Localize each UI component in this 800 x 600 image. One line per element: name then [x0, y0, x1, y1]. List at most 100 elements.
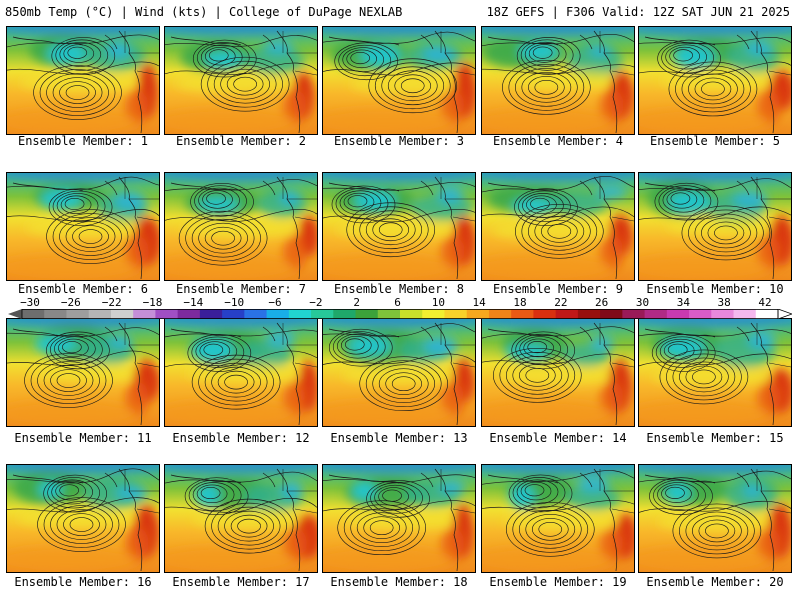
temperature-wind-map [7, 319, 159, 426]
ensemble-member-map [638, 464, 792, 573]
colorbar-segment [110, 309, 134, 319]
colorbar-segment [311, 309, 334, 319]
ensemble-member-map [638, 172, 792, 281]
ensemble-member-map [481, 172, 635, 281]
ensemble-member-map [6, 26, 160, 135]
temperature-wind-map [639, 27, 791, 134]
colorbar-segment [444, 309, 468, 319]
colorbar-segment [689, 309, 712, 319]
ensemble-member-map [322, 26, 476, 135]
colorbar-segment [66, 309, 90, 319]
colorbar-segment [622, 309, 646, 319]
colorbar-tick-label: 34 [676, 296, 690, 309]
colorbar-segment [22, 309, 45, 319]
colorbar-segment [133, 309, 156, 319]
temperature-wind-map [323, 27, 475, 134]
colorbar-tick-label: −18 [142, 296, 163, 309]
colorbar-segment [733, 309, 757, 319]
temperature-wind-map [7, 465, 159, 572]
colorbar-tick-label: −14 [183, 296, 204, 309]
colorbar-segment [177, 309, 201, 319]
ensemble-member-map [481, 318, 635, 427]
colorbar-segment [644, 309, 668, 319]
ensemble-member-map [6, 318, 160, 427]
colorbar-segment [422, 309, 445, 319]
colorbar-max-arrow [777, 309, 792, 319]
ensemble-member-label: Ensemble Member: 7 [175, 282, 307, 296]
temperature-wind-map [323, 465, 475, 572]
colorbar-segment [400, 309, 423, 319]
ensemble-member-label: Ensemble Member: 19 [489, 575, 627, 589]
ensemble-member-label: Ensemble Member: 10 [646, 282, 784, 296]
ensemble-member-map [638, 26, 792, 135]
colorbar-tick-label: −26 [60, 296, 81, 309]
colorbar-segment [199, 309, 223, 319]
temperature-wind-map [482, 27, 634, 134]
ensemble-member-label: Ensemble Member: 6 [17, 282, 149, 296]
ensemble-member-map [322, 464, 476, 573]
ensemble-member-map [322, 318, 476, 427]
ensemble-member-map [638, 318, 792, 427]
temperature-wind-map [482, 465, 634, 572]
ensemble-member-label: Ensemble Member: 11 [14, 431, 152, 445]
colorbar-tick-label: 14 [472, 296, 486, 309]
temperature-wind-map [639, 319, 791, 426]
colorbar-segment [555, 309, 579, 319]
colorbar-segment [377, 309, 401, 319]
colorbar-segment [44, 309, 67, 319]
temperature-wind-map [7, 173, 159, 280]
colorbar-tick-label: 42 [758, 296, 772, 309]
ensemble-member-map [164, 464, 318, 573]
colorbar-segment [511, 309, 534, 319]
colorbar-tick-label: 30 [635, 296, 650, 309]
colorbar-tick-label: 26 [595, 296, 609, 309]
ensemble-member-label: Ensemble Member: 18 [330, 575, 468, 589]
map-title: 850mb Temp (°C) | Wind (kts) | College o… [5, 5, 403, 19]
colorbar-segment [244, 309, 268, 319]
temperature-wind-map [165, 173, 317, 280]
colorbar-tick-label: 38 [717, 296, 731, 309]
ensemble-member-map [164, 172, 318, 281]
colorbar-tick-label: −6 [268, 296, 282, 309]
ensemble-member-label: Ensemble Member: 5 [649, 134, 781, 148]
ensemble-member-label: Ensemble Member: 13 [330, 431, 468, 445]
colorbar-segment [466, 309, 490, 319]
ensemble-member-label: Ensemble Member: 9 [492, 282, 624, 296]
temperature-colorbar [8, 309, 792, 319]
ensemble-member-label: Ensemble Member: 4 [492, 134, 624, 148]
temperature-wind-map [639, 465, 791, 572]
colorbar-tick-label: −22 [101, 296, 122, 309]
ensemble-member-label: Ensemble Member: 14 [489, 431, 627, 445]
ensemble-member-label: Ensemble Member: 12 [172, 431, 310, 445]
colorbar-min-arrow [8, 309, 22, 319]
ensemble-member-map [481, 26, 635, 135]
ensemble-member-label: Ensemble Member: 1 [17, 134, 149, 148]
colorbar-segment [355, 309, 379, 319]
colorbar-tick-label: 10 [431, 296, 445, 309]
ensemble-member-map [164, 26, 318, 135]
ensemble-member-label: Ensemble Member: 15 [646, 431, 784, 445]
temperature-wind-map [165, 465, 317, 572]
ensemble-member-label: Ensemble Member: 16 [14, 575, 152, 589]
temperature-wind-map [165, 27, 317, 134]
colorbar-segment [666, 309, 690, 319]
model-run-valid-time: 18Z GEFS | F306 Valid: 12Z SAT JUN 21 20… [486, 5, 790, 19]
ensemble-member-map [164, 318, 318, 427]
colorbar-segment [755, 309, 779, 319]
colorbar-segment [711, 309, 735, 319]
colorbar-tick-label: −2 [309, 296, 323, 309]
ensemble-member-label: Ensemble Member: 2 [175, 134, 307, 148]
colorbar-tick-label: 6 [394, 296, 401, 309]
colorbar-tick-labels: −30 −26 −22 −18 −14 −10 −6 −2 2 6 10 14 18 22 26 30 34 38… [0, 296, 800, 309]
temperature-wind-map [165, 319, 317, 426]
colorbar-segment [288, 309, 312, 319]
colorbar-segment [88, 309, 112, 319]
temperature-wind-map [482, 173, 634, 280]
temperature-wind-map [323, 173, 475, 280]
temperature-wind-map [7, 27, 159, 134]
colorbar-segment [266, 309, 290, 319]
colorbar-segment [333, 309, 357, 319]
colorbar-segment [577, 309, 601, 319]
colorbar-tick-label: 2 [353, 296, 360, 309]
colorbar-segment [533, 309, 557, 319]
